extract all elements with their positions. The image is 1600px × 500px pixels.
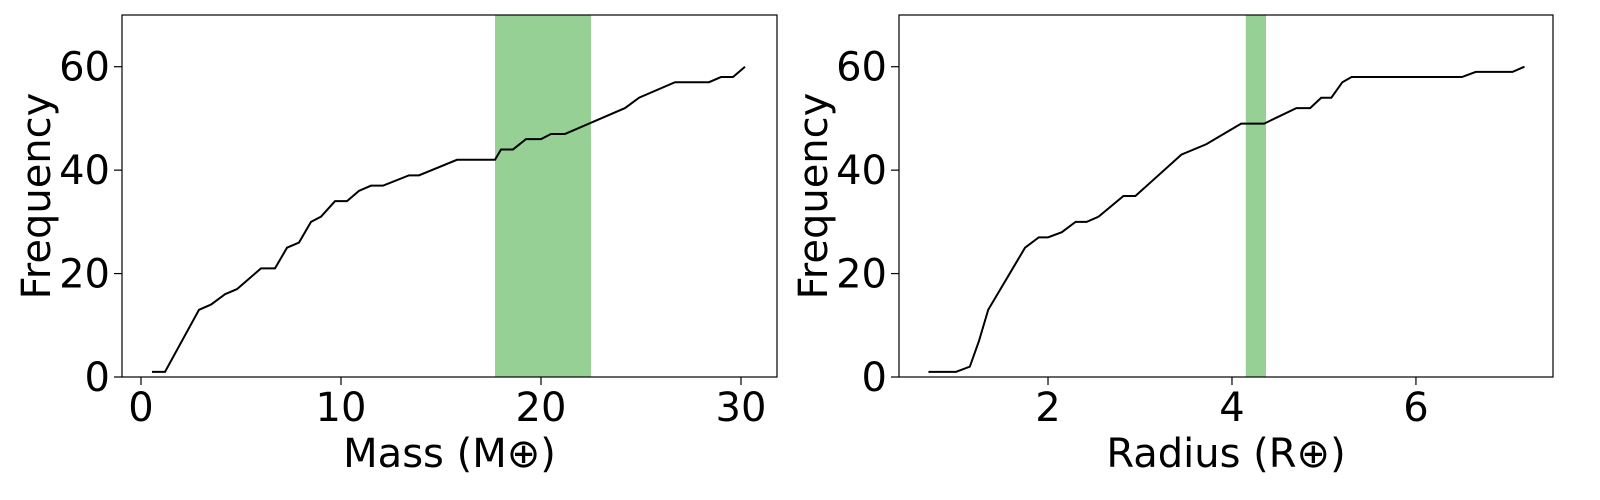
- y-tick-label: 0: [85, 355, 110, 401]
- x-tick-label: 6: [1403, 385, 1428, 431]
- y-tick-label: 40: [59, 148, 110, 194]
- x-tick-label: 2: [1035, 385, 1060, 431]
- x-axis-label: Mass (M⊕): [343, 431, 556, 477]
- x-tick-label: 0: [128, 385, 153, 431]
- x-tick-label: 10: [316, 385, 367, 431]
- y-tick-label: 40: [836, 148, 887, 194]
- data-line: [928, 65, 1525, 373]
- x-axis-label: Radius (R⊕): [1106, 431, 1345, 477]
- y-tick-label: 60: [836, 45, 887, 91]
- y-tick-label: 0: [862, 355, 887, 401]
- x-tick-label: 30: [716, 385, 767, 431]
- y-axis-label: Frequency: [791, 93, 837, 300]
- x-tick-label: 20: [516, 385, 567, 431]
- axes-frame: [121, 14, 778, 378]
- y-tick-label: 20: [59, 252, 110, 298]
- x-tick-label: 4: [1219, 385, 1244, 431]
- y-tick-label: 20: [836, 252, 887, 298]
- y-axis-label: Frequency: [14, 93, 60, 300]
- data-line: [152, 65, 746, 373]
- y-tick-label: 60: [59, 45, 110, 91]
- shaded-span: [495, 15, 591, 377]
- axes-frame: [898, 14, 1554, 378]
- shaded-span: [1245, 15, 1267, 377]
